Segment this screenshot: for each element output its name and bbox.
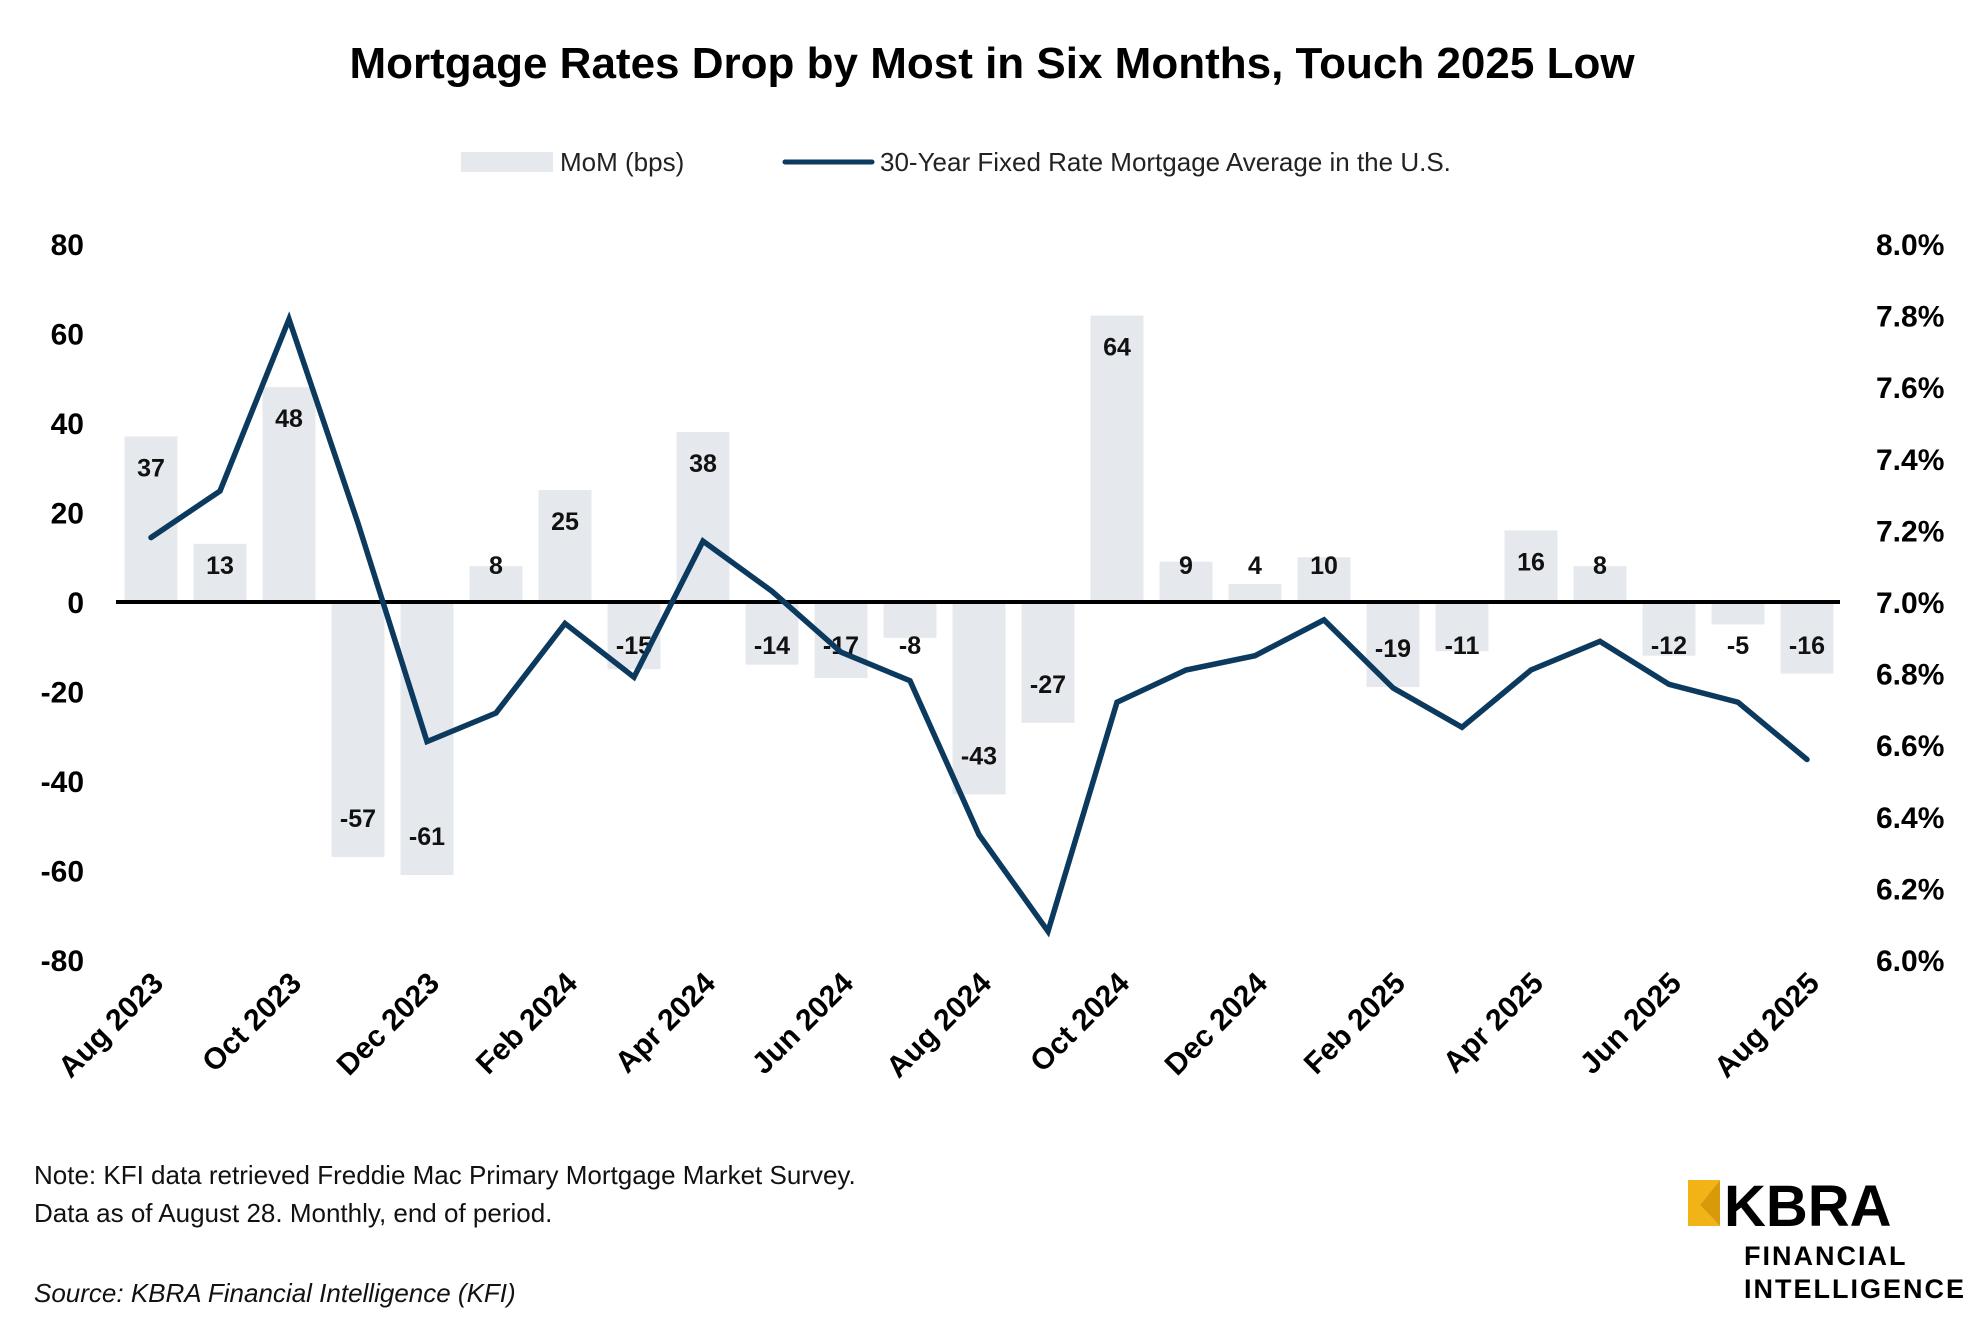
data-label: 8: [489, 552, 503, 580]
data-label: 37: [137, 454, 165, 482]
left-tick-label: 20: [51, 498, 84, 531]
data-label: -61: [409, 823, 445, 851]
x-tick-label: Dec 2024: [1159, 966, 1275, 1082]
bar: [1297, 557, 1351, 602]
x-tick-label: Oct 2024: [1024, 966, 1136, 1078]
data-label: 10: [1310, 552, 1338, 580]
data-label: 38: [689, 450, 717, 478]
data-label: 64: [1103, 334, 1131, 362]
logo-line-1: FINANCIAL: [1744, 1241, 1907, 1271]
data-label: 13: [206, 552, 234, 580]
right-tick-label: 7.0%: [1876, 587, 1944, 620]
x-tick-label: Aug 2023: [52, 967, 170, 1085]
note-line-2: Data as of August 28. Monthly, end of pe…: [34, 1198, 552, 1228]
x-tick-label: Feb 2024: [470, 966, 584, 1080]
right-tick-label: 7.8%: [1876, 301, 1944, 334]
right-tick-label: 7.2%: [1876, 515, 1944, 548]
data-label: 48: [275, 405, 303, 433]
bar: [745, 602, 799, 665]
kbra-logo: KBRA FINANCIAL INTELLIGENCE: [1688, 1174, 1966, 1304]
x-tick-label: Apr 2024: [609, 966, 722, 1079]
data-label: -16: [1789, 632, 1825, 660]
right-tick-label: 7.6%: [1876, 372, 1944, 405]
bar: [1228, 584, 1282, 602]
bar: [1573, 566, 1627, 602]
bar: [262, 387, 316, 602]
left-tick-label: -40: [41, 766, 84, 799]
right-tick-label: 6.6%: [1876, 730, 1944, 763]
source-text: Source: KBRA Financial Intelligence (KFI…: [34, 1278, 516, 1308]
x-axis: Aug 2023 Oct 2023 Dec 2023 Feb 2024 Apr 2024…: [52, 966, 1826, 1084]
data-label: 25: [551, 508, 579, 536]
right-tick-label: 7.4%: [1876, 444, 1944, 477]
right-tick-label: 8.0%: [1876, 229, 1944, 262]
data-label: -14: [754, 632, 790, 660]
chart-title: Mortgage Rates Drop by Most in Six Month…: [349, 39, 1635, 88]
data-label: -27: [1030, 671, 1066, 699]
bar: [469, 566, 523, 602]
data-label: -57: [340, 805, 376, 833]
right-tick-label: 6.8%: [1876, 659, 1944, 692]
data-label: -8: [899, 632, 921, 660]
data-label: -43: [961, 742, 997, 770]
bar: [1780, 602, 1834, 674]
bars: [124, 315, 1834, 875]
legend-swatch-bars: [461, 152, 553, 172]
left-tick-label: -80: [41, 945, 84, 978]
data-label: -5: [1727, 632, 1749, 660]
bar: [607, 602, 661, 670]
left-tick-label: -20: [41, 677, 84, 710]
logo-mark-icon: [1688, 1180, 1720, 1226]
bar: [1090, 315, 1144, 602]
x-tick-label: Dec 2023: [331, 967, 446, 1082]
data-label: -19: [1375, 635, 1411, 663]
bar: [538, 490, 592, 602]
legend-label-line: 30-Year Fixed Rate Mortgage Average in t…: [880, 147, 1451, 177]
x-tick-label: Oct 2023: [196, 967, 308, 1079]
logo-line-2: INTELLIGENCE: [1744, 1274, 1966, 1304]
bar: [331, 602, 385, 858]
logo-word: KBRA: [1724, 1174, 1892, 1239]
bar: [1159, 561, 1213, 602]
data-label: 9: [1179, 552, 1193, 580]
data-label: 4: [1248, 552, 1262, 580]
x-tick-label: Jun 2024: [746, 966, 860, 1080]
bar: [1435, 602, 1489, 652]
right-tick-label: 6.2%: [1876, 873, 1944, 906]
bar: [952, 602, 1006, 795]
right-tick-label: 6.0%: [1876, 945, 1944, 978]
left-tick-label: 40: [51, 408, 84, 441]
bar: [193, 543, 247, 602]
bar: [1642, 602, 1696, 656]
legend: MoM (bps) 30-Year Fixed Rate Mortgage Av…: [461, 147, 1451, 177]
logo-mark-shade: [1700, 1180, 1720, 1226]
data-label: 16: [1517, 548, 1545, 576]
data-label: -11: [1445, 632, 1480, 660]
note-line-1: Note: KFI data retrieved Freddie Mac Pri…: [34, 1160, 856, 1190]
x-tick-label: Jun 2025: [1574, 967, 1688, 1081]
left-tick-label: 80: [51, 229, 84, 262]
x-tick-label: Aug 2025: [1708, 967, 1826, 1085]
bar: [124, 436, 178, 602]
left-tick-label: -60: [41, 856, 84, 889]
x-tick-label: Aug 2024: [880, 966, 998, 1084]
data-label: -12: [1651, 632, 1687, 660]
left-axis: 80 60 40 20 0 -20 -40 -60 -80: [41, 229, 84, 978]
left-tick-label: 0: [67, 587, 84, 620]
right-tick-label: 6.4%: [1876, 802, 1944, 835]
data-label: 8: [1593, 552, 1607, 580]
x-tick-label: Apr 2025: [1437, 967, 1550, 1080]
left-tick-label: 60: [51, 319, 84, 352]
bar: [883, 602, 937, 638]
legend-label-bars: MoM (bps): [560, 147, 684, 177]
bar: [1711, 602, 1765, 625]
bar: [1021, 602, 1075, 723]
right-axis: 8.0% 7.8% 7.6% 7.4% 7.2% 7.0% 6.8% 6.6% 6.4% 6.2%…: [1876, 229, 1944, 978]
bar: [1504, 530, 1558, 602]
x-tick-label: Feb 2025: [1298, 967, 1412, 1081]
